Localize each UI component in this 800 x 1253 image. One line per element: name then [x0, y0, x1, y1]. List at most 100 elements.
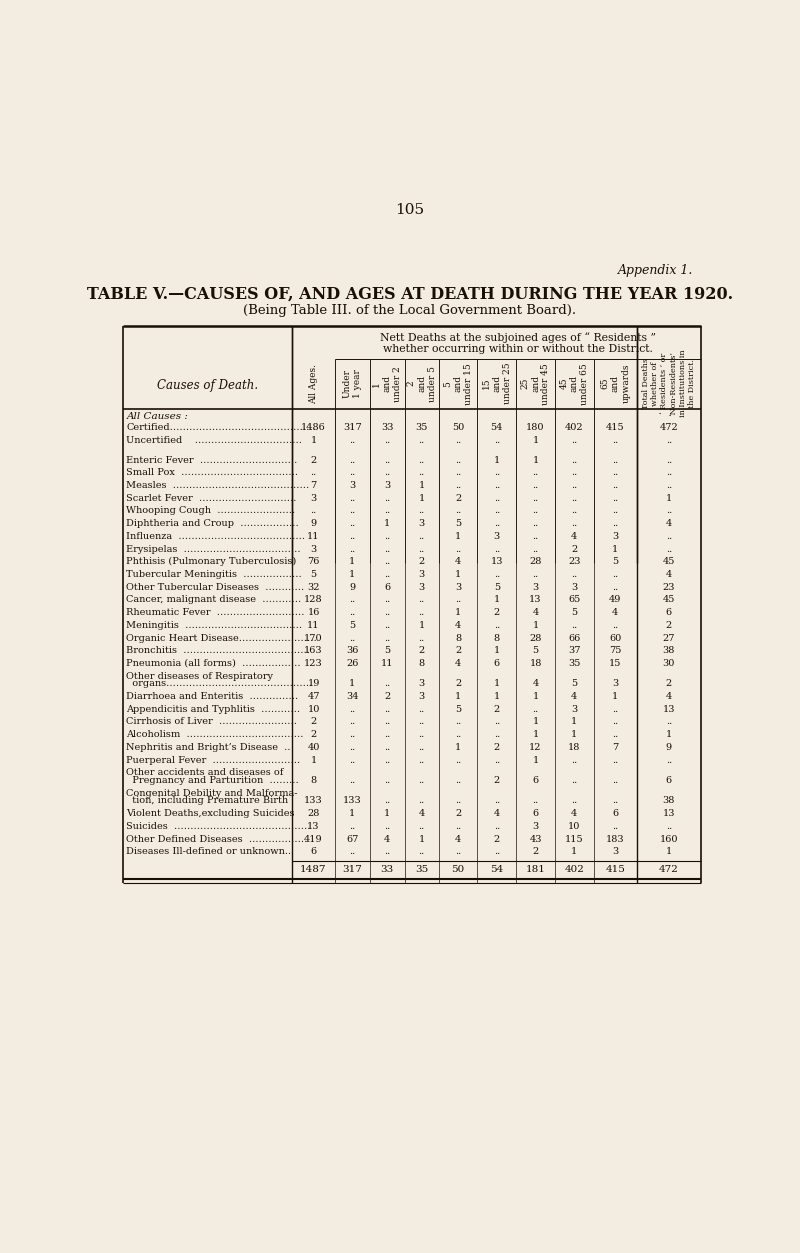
Text: All Ages.: All Ages. [309, 363, 318, 403]
Text: 2: 2 [384, 692, 390, 702]
Text: ..: .. [455, 730, 461, 739]
Text: ..: .. [384, 436, 390, 445]
Text: 32: 32 [307, 583, 320, 591]
Text: Other Defined Diseases  ………………: Other Defined Diseases ……………… [126, 834, 308, 843]
Text: 8: 8 [494, 634, 500, 643]
Text: ..: .. [384, 558, 390, 566]
Text: 170: 170 [304, 634, 323, 643]
Text: ..: .. [384, 847, 390, 856]
Text: Nephritis and Bright’s Disease  ..: Nephritis and Bright’s Disease .. [126, 743, 291, 752]
Text: ..: .. [571, 494, 578, 502]
Text: 65
and
upwards: 65 and upwards [601, 363, 630, 403]
Text: 65: 65 [568, 595, 581, 604]
Text: 12: 12 [530, 743, 542, 752]
Text: 2: 2 [571, 545, 578, 554]
Text: 18: 18 [568, 743, 581, 752]
Text: 419: 419 [304, 834, 323, 843]
Text: Measles  ……………………………………: Measles …………………………………… [126, 481, 310, 490]
Text: ..: .. [666, 545, 672, 554]
Text: Diseases Ill-defined or unknown..: Diseases Ill-defined or unknown.. [126, 847, 291, 856]
Text: 1: 1 [349, 558, 355, 566]
Text: 19: 19 [307, 679, 320, 688]
Text: ..: .. [666, 718, 672, 727]
Text: 5: 5 [533, 647, 538, 655]
Text: ..: .. [349, 519, 355, 529]
Text: ..: .. [571, 776, 578, 784]
Text: ..: .. [455, 436, 461, 445]
Text: 2: 2 [310, 730, 317, 739]
Text: ..: .. [612, 456, 618, 465]
Text: 1: 1 [533, 456, 538, 465]
Text: 6: 6 [310, 847, 317, 856]
Text: ..: .. [455, 595, 461, 604]
Text: tion, including Premature Birth: tion, including Premature Birth [126, 797, 289, 806]
Text: Phthisis (Pulmonary Tuberculosis): Phthisis (Pulmonary Tuberculosis) [126, 558, 297, 566]
Text: 183: 183 [606, 834, 625, 843]
Text: 33: 33 [381, 424, 394, 432]
Text: 1: 1 [455, 692, 461, 702]
Text: 2: 2 [494, 834, 500, 843]
Text: 5: 5 [612, 558, 618, 566]
Text: 1: 1 [349, 570, 355, 579]
Text: 1: 1 [612, 692, 618, 702]
Text: ..: .. [349, 595, 355, 604]
Text: ..: .. [455, 847, 461, 856]
Text: ..: .. [384, 570, 390, 579]
Text: ..: .. [384, 756, 390, 764]
Text: ..: .. [494, 718, 500, 727]
Text: 50: 50 [451, 865, 465, 873]
Text: Pneumonia (all forms)  ………………: Pneumonia (all forms) ……………… [126, 659, 301, 668]
Text: Influenza  …………………………………: Influenza ………………………………… [126, 531, 306, 541]
Text: 11: 11 [307, 531, 320, 541]
Text: 3: 3 [418, 570, 425, 579]
Text: ..: .. [310, 469, 317, 477]
Text: 67: 67 [346, 834, 358, 843]
Text: 1: 1 [571, 718, 578, 727]
Text: 1: 1 [494, 595, 500, 604]
Text: ..: .. [418, 506, 425, 515]
Text: ..: .. [418, 718, 425, 727]
Text: 133: 133 [304, 797, 323, 806]
Text: 5: 5 [455, 704, 461, 714]
Text: 1: 1 [494, 692, 500, 702]
Text: ..: .. [612, 797, 618, 806]
Text: ..: .. [455, 797, 461, 806]
Text: ..: .. [571, 481, 578, 490]
Text: 2: 2 [455, 647, 461, 655]
Text: 66: 66 [568, 634, 581, 643]
Text: 13: 13 [307, 822, 320, 831]
Text: ..: .. [612, 481, 618, 490]
Text: 415: 415 [606, 865, 626, 873]
Text: Whooping Cough  ……………………: Whooping Cough …………………… [126, 506, 296, 515]
Text: ..: .. [418, 436, 425, 445]
Text: 5
and
under 15: 5 and under 15 [443, 363, 473, 405]
Text: ..: .. [612, 620, 618, 630]
Text: ..: .. [418, 756, 425, 764]
Text: 26: 26 [346, 659, 358, 668]
Text: 1: 1 [494, 679, 500, 688]
Text: 1: 1 [384, 809, 390, 818]
Text: ..: .. [349, 730, 355, 739]
Text: ..: .. [494, 494, 500, 502]
Text: 317: 317 [342, 865, 362, 873]
Text: organs………………………………………: organs……………………………………… [126, 679, 313, 688]
Text: ..: .. [533, 481, 538, 490]
Text: 23: 23 [662, 583, 675, 591]
Text: 54: 54 [490, 865, 503, 873]
Text: 28: 28 [530, 634, 542, 643]
Text: 13: 13 [662, 809, 675, 818]
Text: Diphtheria and Croup  ………………: Diphtheria and Croup ……………… [126, 519, 299, 529]
Text: ..: .. [418, 704, 425, 714]
Text: 28: 28 [530, 558, 542, 566]
Text: ..: .. [571, 797, 578, 806]
Text: ..: .. [455, 456, 461, 465]
Text: 1: 1 [455, 608, 461, 618]
Text: 40: 40 [307, 743, 320, 752]
Text: 1: 1 [349, 679, 355, 688]
Text: 4: 4 [571, 809, 578, 818]
Text: 1: 1 [533, 756, 538, 764]
Text: 6: 6 [384, 583, 390, 591]
Text: 3: 3 [418, 519, 425, 529]
Text: 2: 2 [494, 608, 500, 618]
Text: 2: 2 [533, 847, 538, 856]
